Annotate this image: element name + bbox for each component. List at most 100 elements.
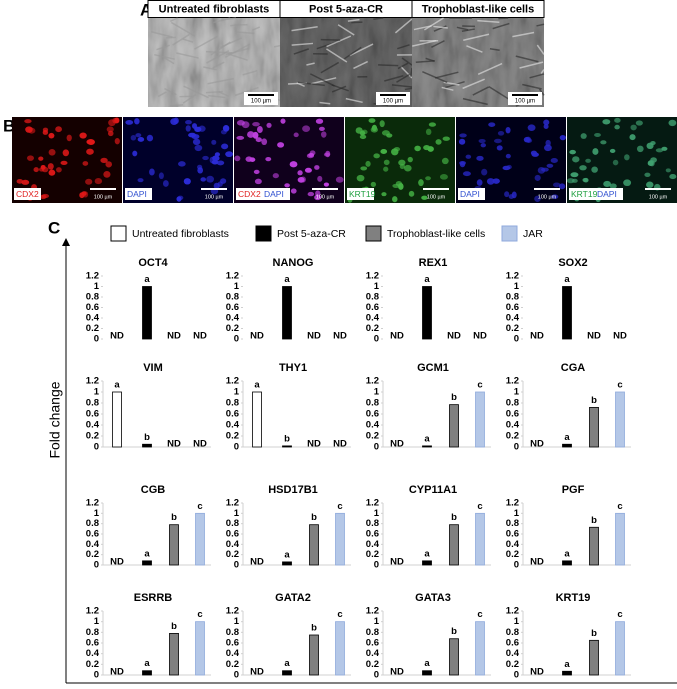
nucleus: [650, 141, 656, 146]
chart-title: GATA2: [275, 592, 311, 604]
y-tick-label: 0.6: [366, 302, 379, 313]
chart-title: ESRRB: [134, 592, 173, 604]
y-tick-label: 1: [94, 387, 100, 398]
nucleus: [669, 174, 677, 180]
bar: [422, 560, 432, 566]
y-tick-label: 0.2: [226, 431, 239, 442]
significance-letter: c: [617, 501, 622, 512]
nd-label: ND: [193, 439, 207, 450]
significance-letter: a: [284, 549, 290, 560]
stain-box: [458, 188, 485, 200]
bar: [112, 391, 122, 448]
nucleus: [38, 167, 45, 172]
nd-label: ND: [110, 667, 124, 678]
cell-streak: [157, 91, 167, 98]
y-tick-label: 0: [374, 560, 379, 571]
nucleus: [253, 169, 260, 175]
nucleus: [481, 168, 488, 176]
cell-streak: [273, 44, 281, 48]
scale-label: 100 µm: [649, 194, 668, 200]
nucleus: [421, 195, 428, 200]
cell-streak: [477, 19, 500, 24]
y-tick-label: 0.2: [506, 323, 519, 334]
nucleus: [383, 166, 389, 172]
nucleus: [428, 122, 437, 127]
y-tick-label: 0.2: [226, 323, 239, 334]
bar: [142, 443, 152, 448]
bar: [562, 560, 572, 566]
y-tick-label: 0.6: [506, 529, 519, 540]
y-tick-label: 0.6: [366, 529, 379, 540]
nucleus: [594, 132, 601, 137]
nucleus: [284, 183, 290, 188]
nucleus: [198, 125, 206, 132]
chart-title: PGF: [562, 484, 585, 496]
nucleus: [320, 131, 327, 138]
significance-letter: c: [477, 609, 482, 620]
bar: [195, 621, 205, 676]
y-tick-label: 0.8: [226, 398, 239, 409]
nucleus: [582, 177, 589, 183]
y-tick-label: 0: [514, 670, 519, 681]
nucleus: [277, 142, 285, 148]
nucleus: [635, 120, 643, 126]
y-tick-label: 0.4: [506, 539, 520, 550]
nucleus: [290, 188, 297, 194]
header-cell: [411, 0, 545, 18]
cell-streak: [203, 66, 217, 71]
y-tick-label: 0.8: [86, 292, 99, 303]
y-tick-label: 0.8: [86, 627, 99, 638]
significance-letter: c: [197, 609, 202, 620]
bar: [615, 621, 625, 676]
cell-streak: [353, 60, 368, 70]
cell-streak: [412, 39, 437, 47]
nucleus: [646, 181, 654, 188]
y-tick-label: 1: [374, 281, 380, 292]
significance-letter: c: [477, 501, 482, 512]
y-tick-label: 0.2: [226, 659, 239, 670]
nucleus: [612, 159, 619, 166]
nucleus: [86, 139, 95, 145]
chart-title: HSD17B1: [268, 484, 318, 496]
y-tick-label: 0.6: [226, 409, 239, 420]
nucleus: [497, 130, 505, 136]
nucleus: [355, 127, 363, 134]
nucleus: [414, 145, 421, 152]
y-tick-label: 0.4: [86, 313, 100, 324]
nucleus: [368, 118, 376, 123]
bar: [562, 443, 572, 448]
y-tick-label: 0: [234, 442, 239, 453]
bar: [422, 670, 432, 676]
nucleus: [488, 122, 496, 127]
y-tick-label: 0: [374, 442, 379, 453]
cell-streak: [170, 21, 196, 37]
nucleus: [289, 161, 298, 168]
nucleus: [33, 167, 39, 173]
nucleus: [149, 168, 155, 176]
nucleus: [508, 194, 515, 199]
nucleus: [572, 156, 580, 163]
nucleus: [304, 167, 312, 173]
nucleus: [42, 130, 49, 135]
nucleus: [623, 179, 632, 187]
nucleus: [266, 122, 272, 128]
nucleus: [225, 151, 234, 158]
cell-streak: [182, 94, 197, 104]
cell-streak: [310, 73, 335, 87]
nucleus: [280, 118, 286, 124]
nucleus: [297, 177, 305, 183]
legend-swatch: [501, 225, 518, 242]
y-tick-label: 0.4: [226, 420, 240, 431]
bar: [475, 512, 485, 566]
nucleus: [318, 126, 325, 131]
nucleus: [317, 175, 323, 182]
y-tick-label: 0.6: [366, 409, 379, 420]
nucleus: [185, 125, 191, 132]
nucleus: [381, 192, 387, 197]
chart-title: GCM1: [417, 362, 449, 374]
nucleus: [26, 155, 34, 161]
y-tick-label: 0.2: [366, 431, 379, 442]
cell-streak: [345, 97, 363, 104]
y-tick-label: 0.6: [86, 409, 99, 420]
column-header: Post 5-aza-CR: [309, 3, 383, 15]
